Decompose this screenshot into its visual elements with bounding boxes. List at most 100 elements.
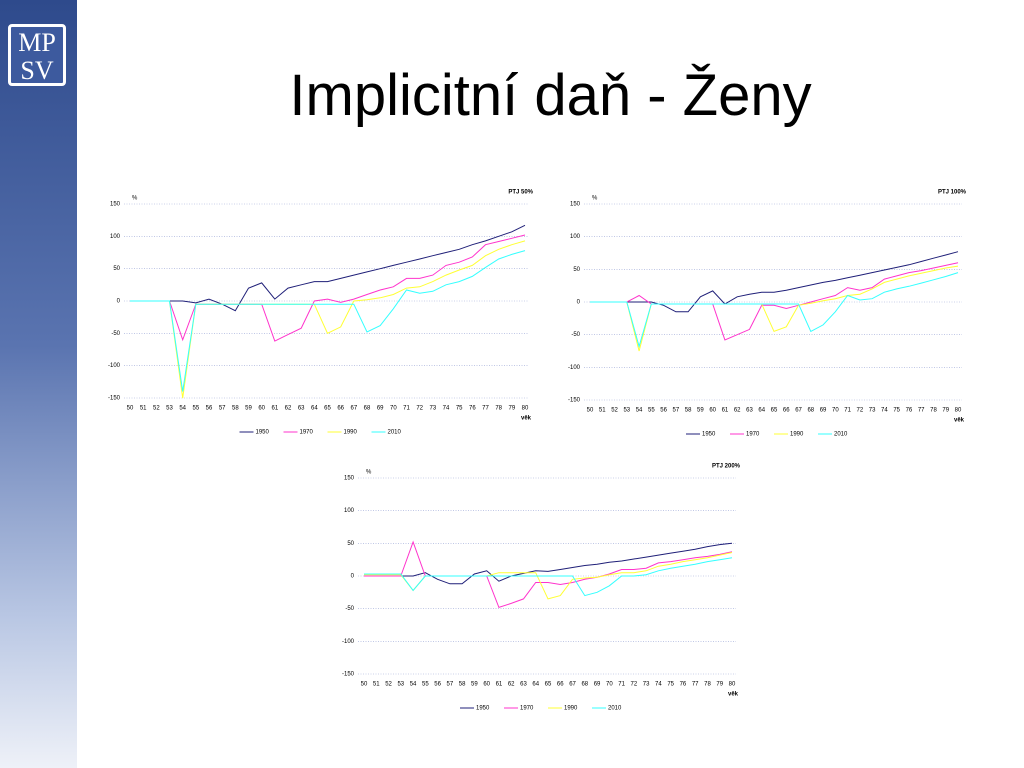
x-tick-label: 73 bbox=[869, 408, 876, 414]
x-tick-label: 70 bbox=[390, 406, 397, 412]
legend-label: 1990 bbox=[564, 706, 578, 712]
legend-label: 1990 bbox=[790, 432, 804, 438]
x-tick-label: 72 bbox=[631, 682, 638, 688]
logo: MP SV bbox=[8, 24, 66, 86]
chart-title: PTJ 50% bbox=[508, 190, 533, 196]
x-tick-label: 62 bbox=[508, 682, 515, 688]
slide-title: Implicitní daň - Ženy bbox=[289, 63, 812, 128]
x-tick-label: 61 bbox=[722, 408, 729, 414]
y-tick-label: 100 bbox=[344, 508, 355, 514]
x-tick-label: 77 bbox=[918, 408, 925, 414]
logo-text: SV bbox=[20, 56, 54, 85]
x-tick-label: 50 bbox=[361, 682, 368, 688]
y-tick-label: 150 bbox=[344, 476, 355, 482]
y-axis-label: % bbox=[592, 196, 598, 202]
y-tick-label: -150 bbox=[342, 672, 355, 678]
x-tick-label: 55 bbox=[648, 408, 655, 414]
x-tick-label: 71 bbox=[618, 682, 625, 688]
x-tick-label: 60 bbox=[258, 406, 265, 412]
x-tick-label: 62 bbox=[285, 406, 292, 412]
x-tick-label: 65 bbox=[324, 406, 331, 412]
x-tick-label: 52 bbox=[385, 682, 392, 688]
x-tick-label: 74 bbox=[881, 408, 888, 414]
x-tick-label: 71 bbox=[844, 408, 851, 414]
x-tick-label: 65 bbox=[545, 682, 552, 688]
x-tick-label: 80 bbox=[522, 406, 529, 412]
x-tick-label: 64 bbox=[532, 682, 539, 688]
x-tick-label: 50 bbox=[587, 408, 594, 414]
series-line bbox=[130, 234, 526, 342]
x-tick-label: 62 bbox=[734, 408, 741, 414]
legend-label: 2010 bbox=[834, 432, 848, 438]
x-tick-label: 65 bbox=[771, 408, 778, 414]
x-tick-label: 67 bbox=[350, 406, 357, 412]
x-tick-label: 76 bbox=[906, 408, 913, 414]
y-axis-label: % bbox=[366, 470, 372, 476]
x-tick-label: 73 bbox=[429, 406, 436, 412]
y-tick-label: 150 bbox=[110, 202, 121, 208]
x-tick-label: 59 bbox=[471, 682, 478, 688]
legend-label: 1970 bbox=[300, 430, 314, 436]
x-tick-label: 69 bbox=[377, 406, 384, 412]
legend-label: 2010 bbox=[608, 706, 622, 712]
x-tick-label: 63 bbox=[746, 408, 753, 414]
y-tick-label: 50 bbox=[573, 267, 580, 273]
y-tick-label: -50 bbox=[571, 332, 580, 338]
y-tick-label: -150 bbox=[568, 398, 581, 404]
x-axis-label: věk bbox=[521, 416, 532, 422]
x-tick-label: 66 bbox=[337, 406, 344, 412]
x-tick-label: 76 bbox=[469, 406, 476, 412]
x-tick-label: 53 bbox=[397, 682, 404, 688]
y-tick-label: -100 bbox=[342, 639, 355, 645]
x-tick-label: 61 bbox=[496, 682, 503, 688]
x-tick-label: 75 bbox=[667, 682, 674, 688]
sidebar: MP SV bbox=[0, 0, 77, 768]
x-axis-label: věk bbox=[954, 418, 965, 424]
y-tick-label: 0 bbox=[117, 299, 121, 305]
x-tick-label: 54 bbox=[410, 682, 417, 688]
x-tick-label: 72 bbox=[857, 408, 864, 414]
x-tick-label: 60 bbox=[483, 682, 490, 688]
x-tick-label: 64 bbox=[758, 408, 765, 414]
x-tick-label: 57 bbox=[673, 408, 680, 414]
x-axis-label: věk bbox=[728, 692, 739, 698]
x-tick-label: 60 bbox=[709, 408, 716, 414]
x-tick-label: 51 bbox=[599, 408, 606, 414]
y-tick-label: 50 bbox=[113, 266, 120, 272]
x-tick-label: 79 bbox=[508, 406, 515, 412]
x-tick-label: 76 bbox=[680, 682, 687, 688]
y-tick-label: -150 bbox=[108, 396, 121, 402]
x-tick-label: 59 bbox=[245, 406, 252, 412]
x-tick-label: 68 bbox=[364, 406, 371, 412]
x-tick-label: 71 bbox=[403, 406, 410, 412]
x-tick-label: 54 bbox=[636, 408, 643, 414]
x-tick-label: 56 bbox=[434, 682, 441, 688]
y-tick-label: 0 bbox=[577, 300, 581, 306]
x-tick-label: 54 bbox=[179, 406, 186, 412]
y-tick-label: 150 bbox=[570, 202, 581, 208]
x-tick-label: 80 bbox=[729, 682, 736, 688]
y-tick-label: 50 bbox=[347, 541, 354, 547]
y-tick-label: 0 bbox=[351, 574, 355, 580]
x-tick-label: 52 bbox=[611, 408, 618, 414]
chart-title: PTJ 100% bbox=[938, 190, 967, 196]
x-tick-label: 51 bbox=[373, 682, 380, 688]
x-tick-label: 75 bbox=[456, 406, 463, 412]
x-tick-label: 63 bbox=[298, 406, 305, 412]
legend-label: 2010 bbox=[388, 430, 402, 436]
x-tick-label: 58 bbox=[459, 682, 466, 688]
x-tick-label: 57 bbox=[447, 682, 454, 688]
x-tick-label: 55 bbox=[422, 682, 429, 688]
x-tick-label: 52 bbox=[153, 406, 160, 412]
x-tick-label: 79 bbox=[716, 682, 723, 688]
y-tick-label: 100 bbox=[570, 234, 581, 240]
x-tick-label: 66 bbox=[783, 408, 790, 414]
x-tick-label: 72 bbox=[416, 406, 423, 412]
legend-label: 1970 bbox=[746, 432, 760, 438]
y-axis-label: % bbox=[132, 196, 138, 202]
y-tick-label: -100 bbox=[108, 363, 121, 369]
x-tick-label: 67 bbox=[795, 408, 802, 414]
x-tick-label: 55 bbox=[192, 406, 199, 412]
